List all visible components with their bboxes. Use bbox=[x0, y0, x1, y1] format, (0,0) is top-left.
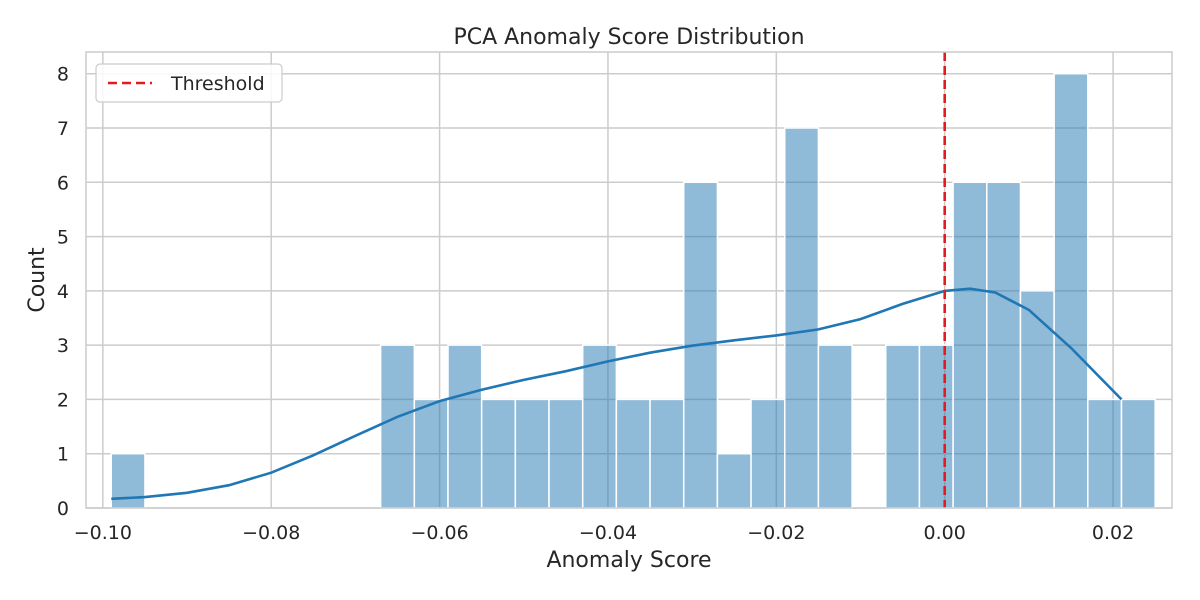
histogram-bar bbox=[1087, 398, 1123, 509]
histogram-bar bbox=[110, 452, 146, 509]
histogram-bar bbox=[1120, 398, 1156, 509]
histogram-bar bbox=[615, 398, 651, 509]
histogram-bar bbox=[952, 181, 988, 509]
x-tick-label: −0.02 bbox=[747, 522, 805, 544]
y-tick-label: 5 bbox=[57, 227, 69, 249]
histogram-bar bbox=[986, 181, 1022, 509]
y-tick-label: 0 bbox=[57, 498, 69, 520]
legend: Threshold bbox=[95, 63, 283, 103]
histogram-bar bbox=[750, 398, 786, 509]
y-tick-label: 1 bbox=[57, 444, 69, 466]
histogram-bar bbox=[413, 398, 449, 509]
y-tick-label: 2 bbox=[57, 389, 69, 411]
histogram-bar bbox=[649, 398, 685, 509]
x-tick-label: 0.00 bbox=[924, 522, 966, 544]
y-tick-label: 7 bbox=[57, 118, 69, 140]
histogram-bars bbox=[110, 72, 1156, 509]
histogram-bar bbox=[379, 344, 416, 509]
histogram-bar bbox=[783, 127, 820, 509]
kde-curve bbox=[111, 287, 1123, 501]
y-tick-label: 8 bbox=[57, 64, 69, 86]
y-tick-labels: 0 1 2 3 4 5 6 7 8 bbox=[57, 64, 69, 520]
chart-title: PCA Anomaly Score Distribution bbox=[453, 25, 804, 50]
x-tick-label: −0.08 bbox=[242, 522, 300, 544]
x-tick-labels: −0.10 −0.08 −0.06 −0.04 −0.02 0.00 0.02 bbox=[74, 522, 1135, 544]
x-tick-label: −0.06 bbox=[410, 522, 468, 544]
y-axis-title: Count bbox=[25, 247, 50, 313]
histogram-bar bbox=[885, 344, 921, 509]
x-axis-title: Anomaly Score bbox=[546, 548, 711, 573]
histogram-bar bbox=[447, 344, 483, 509]
histogram-bar bbox=[918, 344, 954, 509]
x-tick-label: −0.10 bbox=[74, 522, 132, 544]
histogram-bar bbox=[1053, 72, 1089, 509]
histogram-bar bbox=[716, 452, 752, 509]
x-tick-label: −0.04 bbox=[579, 522, 637, 544]
legend-threshold-label: Threshold bbox=[170, 73, 265, 95]
x-tick-label: 0.02 bbox=[1092, 522, 1134, 544]
histogram-bar bbox=[581, 344, 618, 509]
histogram-bar bbox=[817, 344, 853, 509]
histogram-bar bbox=[480, 398, 517, 509]
y-tick-label: 4 bbox=[57, 281, 69, 303]
y-tick-label: 6 bbox=[57, 172, 69, 194]
plot-frame bbox=[85, 51, 1173, 509]
histogram-bar bbox=[514, 398, 550, 509]
histogram-bar bbox=[548, 398, 584, 509]
legend-box bbox=[95, 63, 283, 103]
histogram-bar bbox=[1019, 290, 1055, 509]
y-tick-label: 3 bbox=[57, 335, 69, 357]
